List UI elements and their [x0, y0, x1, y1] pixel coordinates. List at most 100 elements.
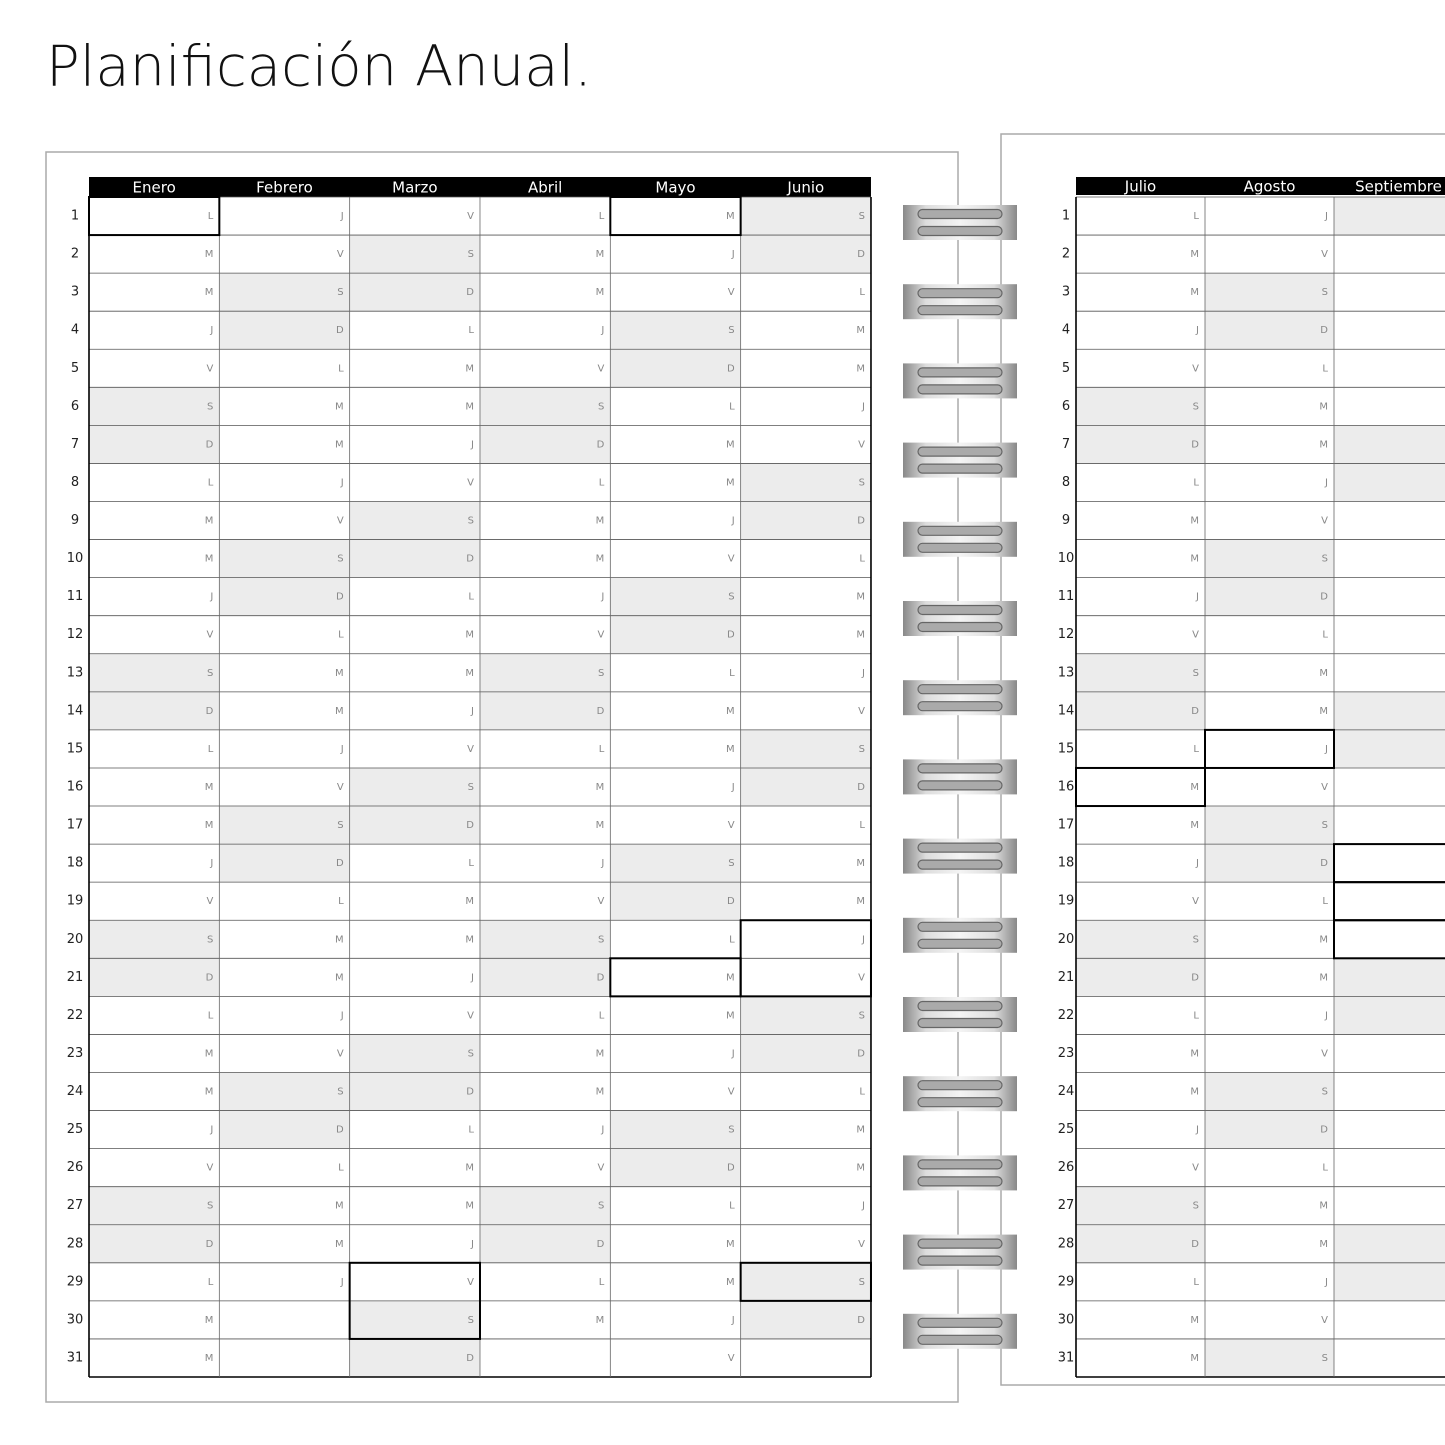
ring-wire: [917, 367, 1003, 378]
weekday-letter: V: [1192, 896, 1199, 907]
ring-wire: [917, 525, 1003, 536]
weekday-letter: S: [337, 287, 343, 298]
weekday-letter: M: [726, 1010, 735, 1021]
weekday-letter: S: [1322, 1353, 1328, 1364]
weekday-letter: V: [728, 820, 735, 831]
weekday-letter: M: [596, 1048, 605, 1059]
weekday-letter: D: [336, 1125, 344, 1136]
highlight-box: [739, 1261, 872, 1302]
weekend-cell: [479, 920, 611, 959]
day-number: 27: [1058, 1198, 1075, 1213]
weekend-cell: [349, 767, 480, 807]
weekend-cell: [610, 349, 741, 388]
weekday-letter: J: [731, 1048, 735, 1059]
weekday-letter: V: [858, 706, 865, 717]
weekday-letter: V: [337, 516, 344, 527]
day-number: 14: [67, 703, 84, 718]
weekday-letter: D: [727, 1163, 735, 1174]
weekend-cell: [89, 425, 220, 464]
weekday-letter: J: [1195, 1125, 1199, 1136]
weekend-cell: [219, 577, 350, 616]
weekend-cell: [1334, 691, 1445, 730]
weekday-letter: S: [207, 401, 213, 412]
weekday-letter: J: [1324, 477, 1328, 488]
day-number: 5: [1062, 361, 1070, 376]
weekday-letter: J: [209, 858, 213, 869]
weekday-letter: L: [599, 477, 605, 488]
weekday-letter: S: [728, 325, 734, 336]
ring-wire: [917, 842, 1003, 853]
highlight-box: [88, 196, 221, 237]
month-name: Agosto: [1244, 178, 1296, 196]
weekend-cell: [349, 806, 480, 845]
weekend-cell: [89, 387, 220, 426]
highlight-box: [348, 1261, 481, 1340]
ring-wire: [917, 1017, 1003, 1029]
ring-wire: [917, 921, 1003, 932]
weekday-letter: L: [338, 363, 344, 374]
weekday-letter: V: [206, 630, 213, 641]
weekday-letter: S: [468, 249, 474, 260]
weekday-letter: V: [728, 554, 735, 565]
day-number: 23: [67, 1046, 84, 1061]
weekday-letter: J: [1324, 744, 1328, 755]
weekday-letter: V: [467, 1010, 474, 1021]
ring-wire: [917, 1176, 1003, 1187]
day-number: 17: [1058, 818, 1075, 833]
weekday-letter: M: [856, 1163, 865, 1174]
weekend-cell: [219, 1072, 350, 1111]
day-number: 19: [1058, 894, 1075, 909]
month-name: Enero: [133, 179, 176, 197]
weekend-cell: [349, 1300, 480, 1339]
weekday-letter: J: [470, 1239, 474, 1250]
weekday-letter: M: [1319, 668, 1328, 679]
weekend-cell: [740, 1034, 871, 1073]
weekend-cell: [610, 311, 741, 350]
weekday-letter: M: [335, 934, 344, 945]
weekday-letter: D: [1320, 1125, 1328, 1136]
day-number: 2: [71, 247, 79, 262]
weekday-letter: M: [1319, 934, 1328, 945]
weekday-letter: S: [468, 516, 474, 527]
ring-wire: [917, 1334, 1003, 1345]
day-number: 6: [71, 399, 79, 414]
weekday-letter: D: [597, 972, 605, 983]
day-number: 1: [1062, 209, 1070, 224]
ring-wire: [917, 1238, 1003, 1249]
weekday-letter: L: [1193, 477, 1199, 488]
day-number: 15: [67, 741, 84, 756]
weekday-letter: V: [206, 1163, 213, 1174]
weekend-cell: [89, 691, 220, 730]
weekday-letter: M: [465, 363, 474, 374]
weekday-letter: M: [856, 896, 865, 907]
weekday-letter: D: [857, 516, 865, 527]
weekend-cell: [219, 844, 350, 883]
weekday-letter: V: [467, 477, 474, 488]
page-title: Planificación Anual.: [46, 34, 592, 99]
weekend-cell: [219, 273, 350, 312]
weekend-cell: [89, 653, 220, 692]
day-number: 24: [67, 1084, 84, 1099]
weekday-letter: S: [207, 668, 213, 679]
weekday-letter: L: [338, 630, 344, 641]
weekday-letter: S: [1322, 287, 1328, 298]
weekend-cell: [1205, 1338, 1334, 1377]
day-number: 19: [67, 894, 84, 909]
day-number: 6: [1062, 399, 1070, 414]
weekday-letter: D: [206, 706, 214, 717]
weekday-letter: M: [1190, 820, 1199, 831]
day-number: 21: [1058, 970, 1075, 985]
day-number: 13: [67, 665, 84, 680]
day-number: 29: [1058, 1274, 1075, 1289]
weekday-letter: L: [1193, 744, 1199, 755]
weekend-cell: [1205, 577, 1334, 616]
weekday-letter: J: [209, 592, 213, 603]
day-number: 16: [1058, 780, 1075, 795]
weekday-letter: M: [1190, 287, 1199, 298]
weekday-letter: D: [466, 1353, 474, 1364]
weekday-letter: M: [205, 1087, 214, 1098]
weekend-cell: [1334, 425, 1445, 464]
weekend-cell: [740, 729, 871, 768]
weekday-letter: M: [1190, 782, 1199, 793]
